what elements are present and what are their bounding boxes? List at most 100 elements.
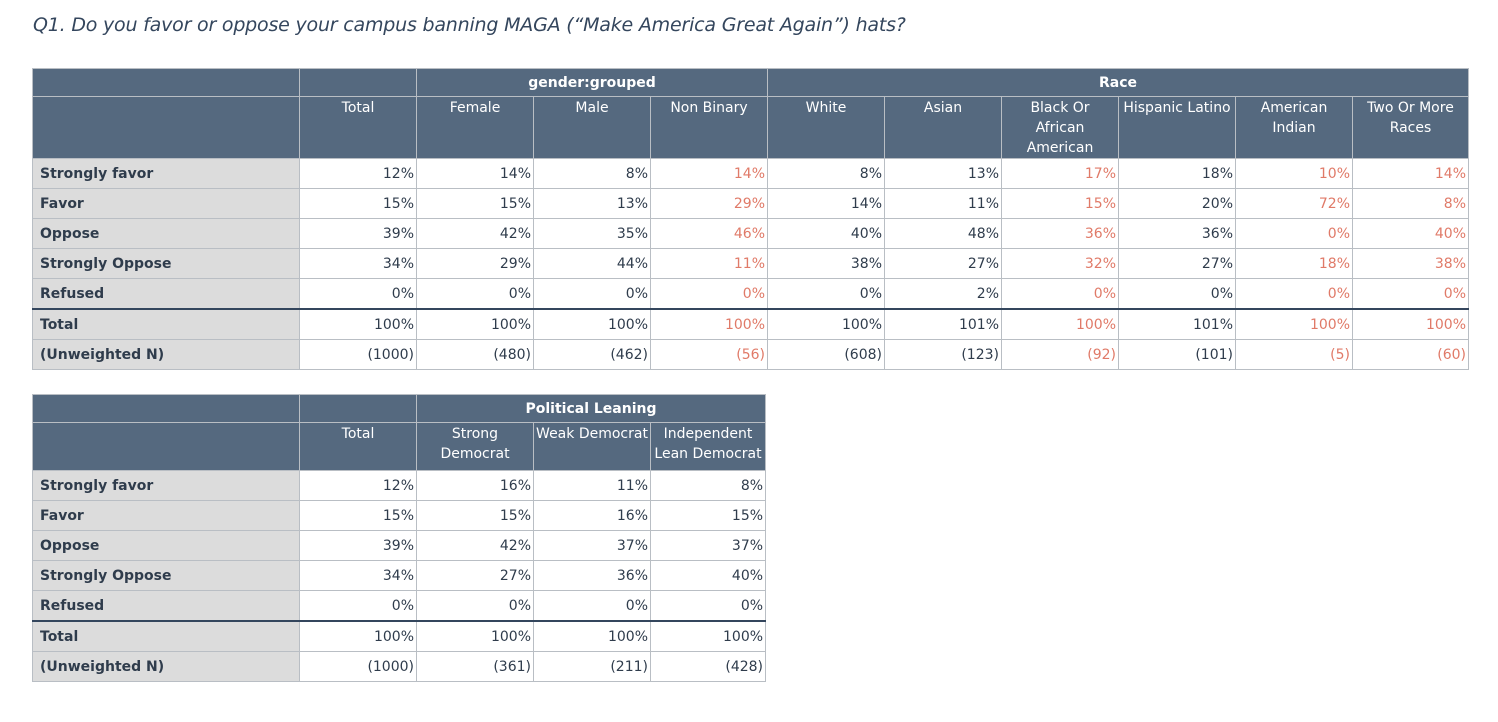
table-cell: 100% xyxy=(767,308,885,340)
table-cell: 14% xyxy=(650,158,768,189)
column-header: American Indian xyxy=(1235,96,1353,159)
table-cell: 100% xyxy=(416,308,534,340)
table-cell: 0% xyxy=(299,590,417,622)
row-label: Total xyxy=(32,308,300,340)
row-label: Favor xyxy=(32,500,300,531)
table-cell: 10% xyxy=(1235,158,1353,189)
table-cell: 13% xyxy=(533,188,651,219)
column-header: Strong Democrat xyxy=(416,422,534,471)
table-cell: 100% xyxy=(533,620,651,652)
table-cell: 0% xyxy=(416,278,534,310)
table-cell: 40% xyxy=(649,560,767,591)
column-header: White xyxy=(767,96,885,159)
table-cell: 42% xyxy=(416,218,534,249)
table-cell: 8% xyxy=(767,158,885,189)
table-cell: 39% xyxy=(299,530,417,561)
header-total-spacer xyxy=(299,68,417,97)
row-label: Oppose xyxy=(32,218,300,249)
table-cell: (123) xyxy=(884,339,1002,370)
table-cell: 100% xyxy=(1001,308,1119,340)
table-cell: (428) xyxy=(649,651,767,682)
table-cell: 34% xyxy=(299,248,417,279)
table-cell: 34% xyxy=(299,560,417,591)
table-cell: 11% xyxy=(533,470,651,501)
table-cell: 36% xyxy=(1001,218,1119,249)
table-cell: 72% xyxy=(1235,188,1353,219)
column-header-stub xyxy=(32,422,300,471)
table-cell: 100% xyxy=(533,308,651,340)
table-cell: 48% xyxy=(884,218,1002,249)
table-cell: 0% xyxy=(649,590,767,622)
table-cell: (1000) xyxy=(299,651,417,682)
table-cell: 8% xyxy=(649,470,767,501)
row-label: Strongly favor xyxy=(32,158,300,189)
table-cell: 29% xyxy=(650,188,768,219)
table-cell: 100% xyxy=(1352,308,1469,340)
crosstab-gender-race: gender:grouped Race Total Female Male No… xyxy=(32,68,1469,370)
table-cell: (608) xyxy=(767,339,885,370)
table-cell: 16% xyxy=(533,500,651,531)
column-header: Total xyxy=(299,422,417,471)
table-cell: (361) xyxy=(416,651,534,682)
table-cell: 101% xyxy=(884,308,1002,340)
table-row: Refused 0% 0% 0% 0% 0% 2% 0% 0% 0% 0% xyxy=(32,278,1469,310)
table-cell: 100% xyxy=(1235,308,1353,340)
table-row: Strongly Oppose 34% 27% 36% 40% xyxy=(32,560,767,591)
table-cell: (211) xyxy=(533,651,651,682)
table-row: Total 100% 100% 100% 100% 100% 101% 100% 101% 100… xyxy=(32,308,1469,340)
table-cell: 8% xyxy=(533,158,651,189)
column-header: Black Or African American xyxy=(1001,96,1119,159)
table-cell: 38% xyxy=(1352,248,1469,279)
table-cell: 18% xyxy=(1235,248,1353,279)
table-cell: 11% xyxy=(650,248,768,279)
table-row: Favor 15% 15% 13% 29% 14% 11% 15% 20% 72% 8% xyxy=(32,188,1469,219)
table-cell: 15% xyxy=(416,500,534,531)
table-cell: (101) xyxy=(1118,339,1236,370)
table-cell: 37% xyxy=(533,530,651,561)
table-cell: 15% xyxy=(1001,188,1119,219)
table-row: Strongly Oppose 34% 29% 44% 11% 38% 27% 32% 27% 1… xyxy=(32,248,1469,279)
row-label: Oppose xyxy=(32,530,300,561)
table-cell: 0% xyxy=(1352,278,1469,310)
table-cell: 11% xyxy=(884,188,1002,219)
column-header-stub xyxy=(32,96,300,159)
table-cell: 0% xyxy=(650,278,768,310)
table-cell: 0% xyxy=(1118,278,1236,310)
table-cell: 100% xyxy=(650,308,768,340)
table-cell: 14% xyxy=(767,188,885,219)
table-cell: 39% xyxy=(299,218,417,249)
row-label: Total xyxy=(32,620,300,652)
header-stub xyxy=(32,394,300,423)
table-cell: 100% xyxy=(299,620,417,652)
table-cell: 40% xyxy=(767,218,885,249)
table-cell: 15% xyxy=(299,188,417,219)
table-cell: 15% xyxy=(649,500,767,531)
table-cell: 18% xyxy=(1118,158,1236,189)
column-header: Weak Democrat xyxy=(533,422,651,471)
table-cell: 20% xyxy=(1118,188,1236,219)
row-label: Strongly Oppose xyxy=(32,560,300,591)
table-cell: 36% xyxy=(533,560,651,591)
table-cell: 37% xyxy=(649,530,767,561)
table-cell: 14% xyxy=(416,158,534,189)
table-cell: (92) xyxy=(1001,339,1119,370)
header-stub xyxy=(32,68,300,97)
column-header: Independent Lean Democrat xyxy=(649,422,767,471)
table-row: Total 100% 100% 100% 100% xyxy=(32,620,767,652)
table-cell: 35% xyxy=(533,218,651,249)
table-cell: 2% xyxy=(884,278,1002,310)
table-cell: 0% xyxy=(1235,218,1353,249)
table-cell: 42% xyxy=(416,530,534,561)
table-cell: 12% xyxy=(299,470,417,501)
table-cell: 100% xyxy=(649,620,767,652)
table-cell: 0% xyxy=(416,590,534,622)
table-cell: 44% xyxy=(533,248,651,279)
table-cell: 46% xyxy=(650,218,768,249)
table-cell: (56) xyxy=(650,339,768,370)
row-label: Refused xyxy=(32,590,300,622)
table-cell: (480) xyxy=(416,339,534,370)
table-cell: (1000) xyxy=(299,339,417,370)
table-row: Oppose 39% 42% 37% 37% xyxy=(32,530,767,561)
header-total-spacer xyxy=(299,394,417,423)
table-cell: 0% xyxy=(767,278,885,310)
